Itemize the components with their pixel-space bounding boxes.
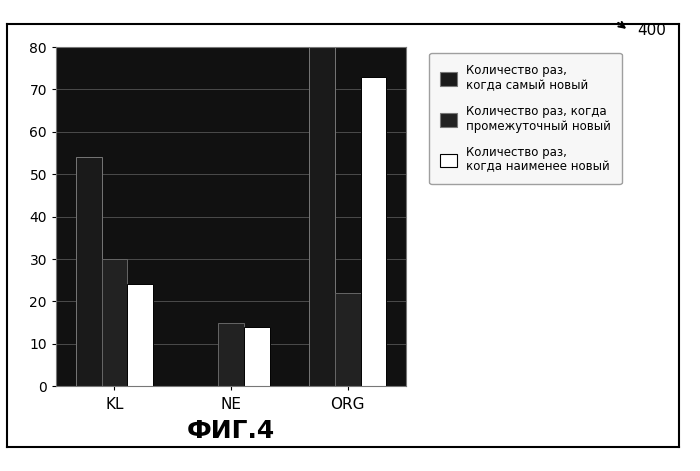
Text: ФИГ.4: ФИГ.4: [187, 419, 275, 443]
Bar: [244, 327, 270, 386]
Bar: [76, 157, 101, 386]
Bar: [309, 47, 335, 386]
Text: 400: 400: [637, 23, 666, 38]
Bar: [218, 323, 244, 386]
Bar: [335, 293, 360, 386]
Bar: [360, 77, 386, 386]
Bar: [102, 259, 127, 386]
Bar: [127, 284, 153, 386]
Legend: Количество раз,
когда самый новый, Количество раз, когда
промежуточный новый, Ко: Количество раз, когда самый новый, Колич…: [429, 53, 622, 184]
